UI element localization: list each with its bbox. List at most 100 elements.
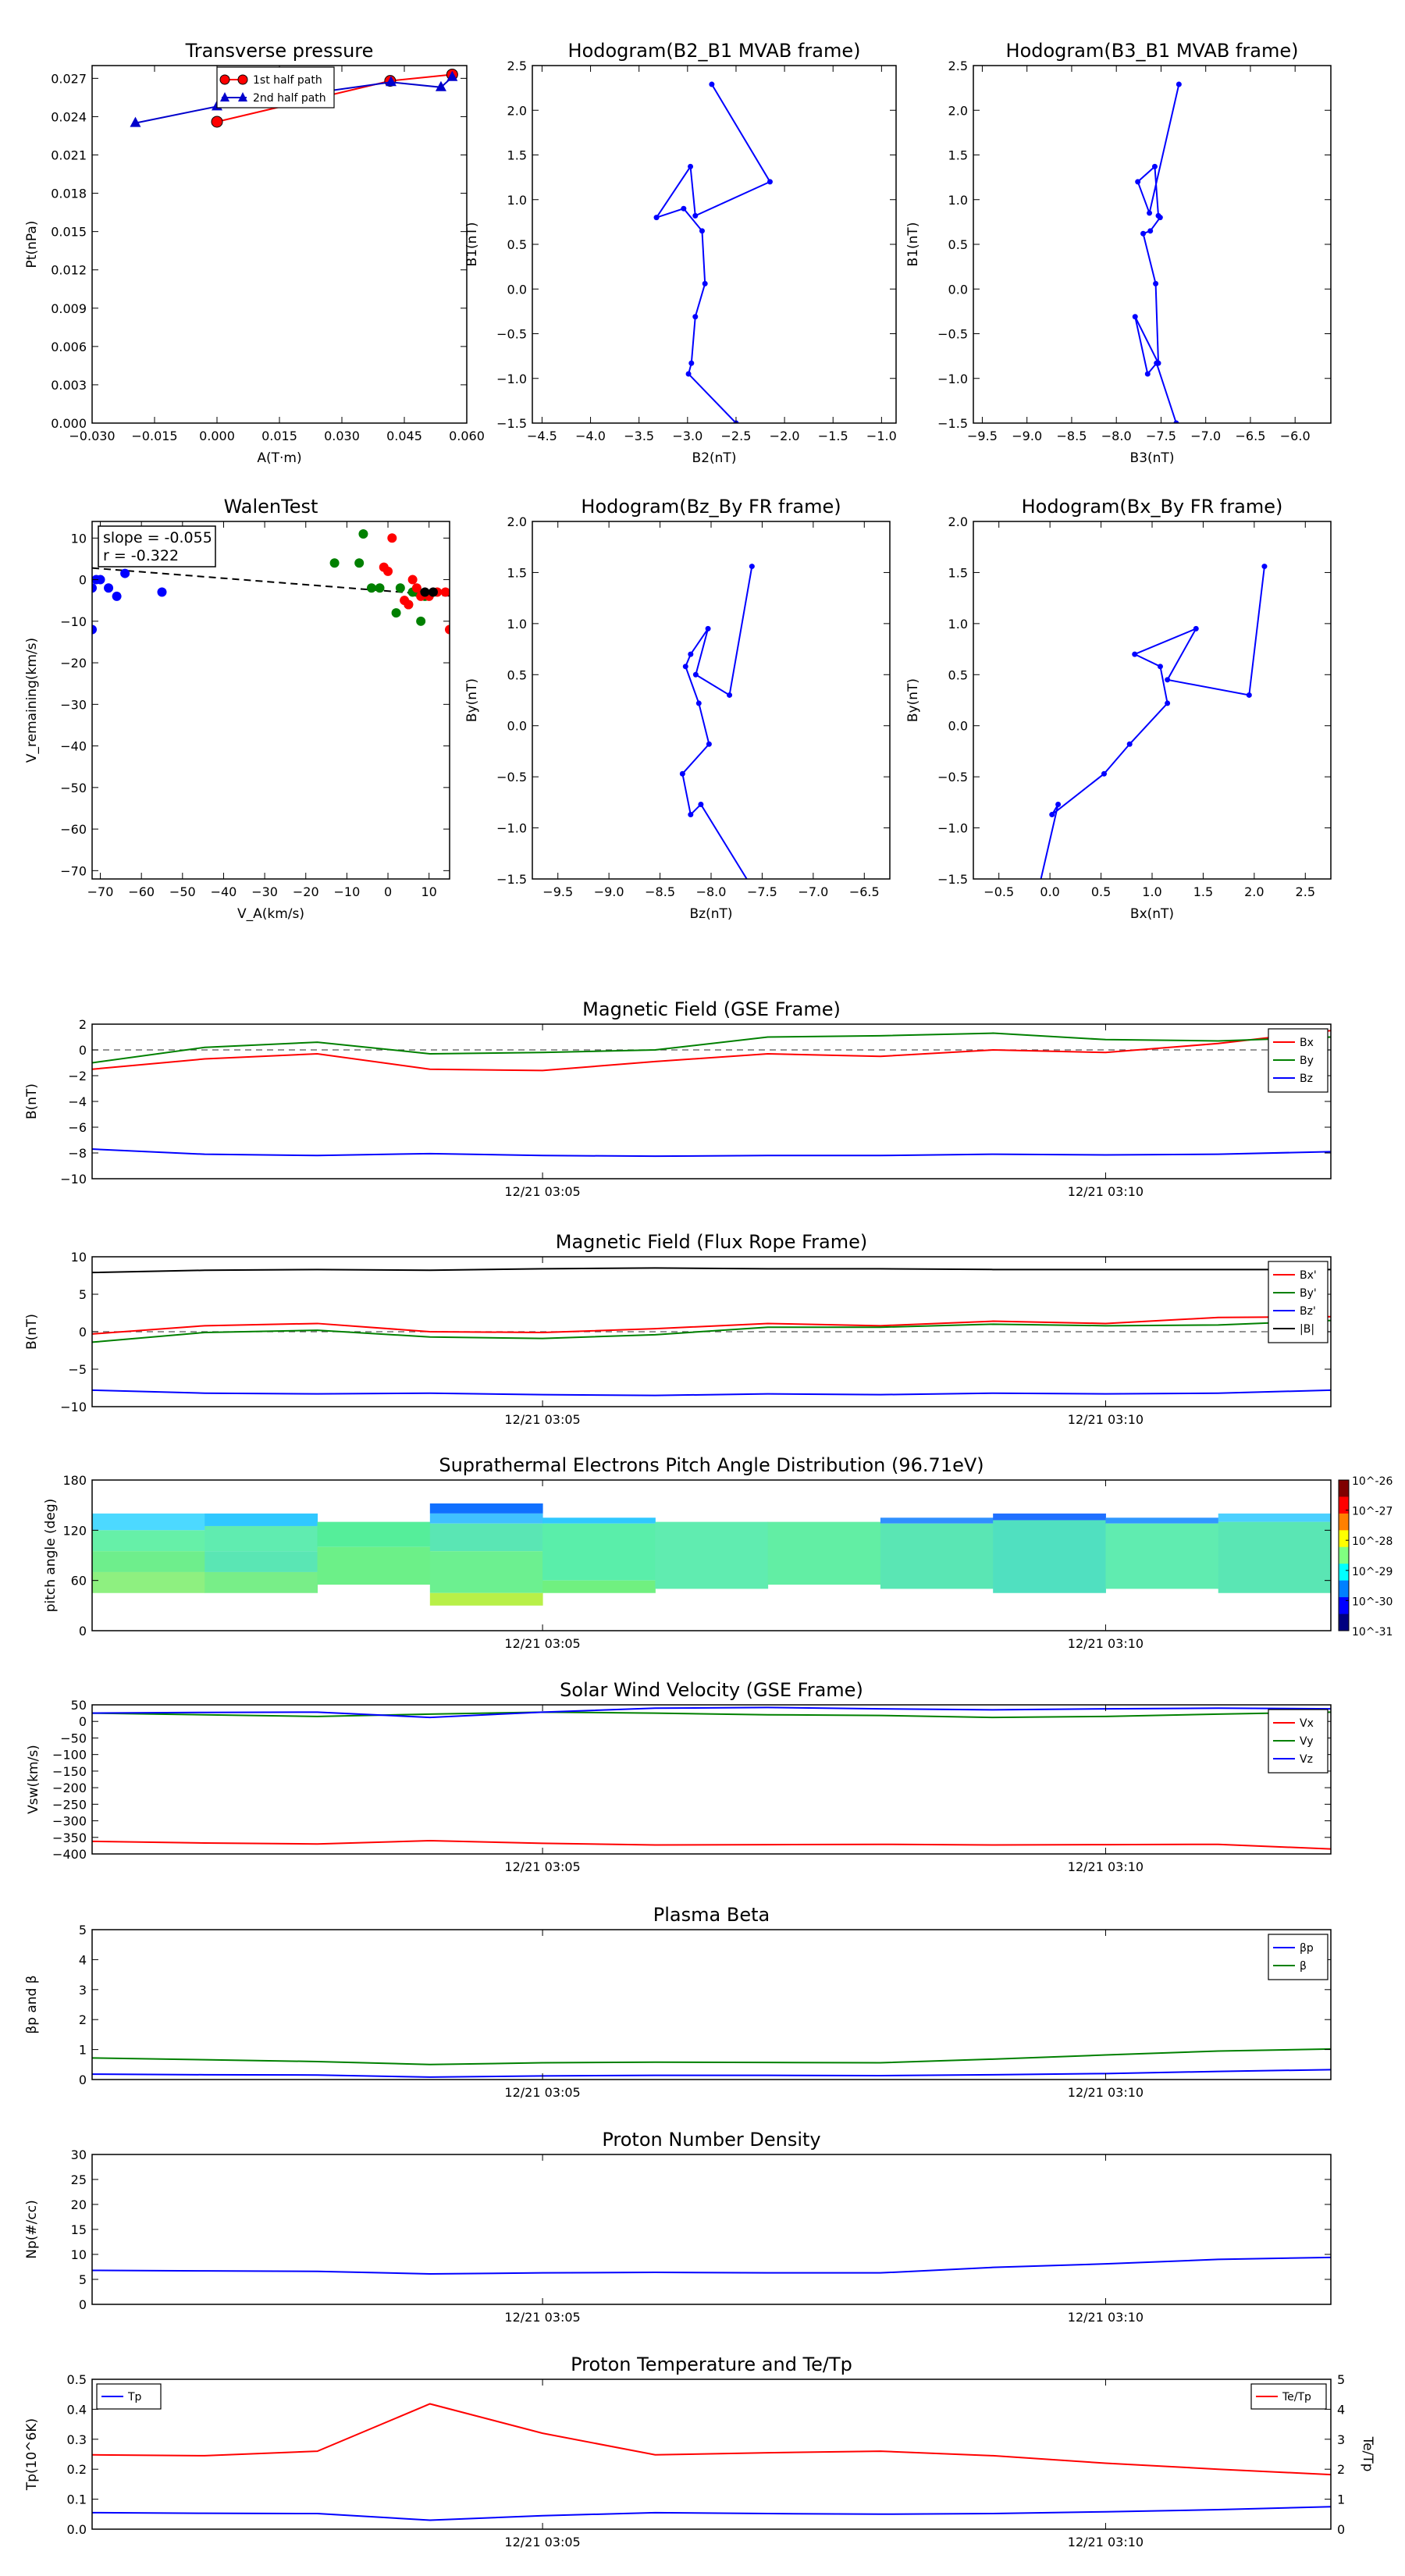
legend-label: Vy <box>1300 1735 1314 1748</box>
scatter-point <box>366 583 376 593</box>
x-axis-label: V_A(km/s) <box>237 906 304 922</box>
colorbar-segment <box>1339 1614 1349 1631</box>
scatter-point <box>92 583 97 593</box>
chart-title: Proton Number Density <box>602 2129 820 2151</box>
heatmap-cell <box>993 1513 1106 1521</box>
series-line <box>92 1267 1331 1274</box>
y-tick-label: 3 <box>79 1983 87 1998</box>
heatmap-cell <box>655 1521 769 1589</box>
y-tick-label: 2.5 <box>948 59 968 73</box>
x-tick-label: −3.0 <box>672 429 702 443</box>
scatter-point <box>391 608 401 618</box>
y-tick-label: 0.0 <box>507 719 527 734</box>
chart-temp: Proton Temperature and Te/Tp 12/21 03:05 1… <box>24 2354 1375 2549</box>
data-point <box>1173 420 1179 423</box>
heatmap-cell <box>429 1513 543 1524</box>
y-axis-label: Np(#/cc) <box>24 2200 40 2258</box>
legend-marker <box>220 92 229 101</box>
x-tick-label: 12/21 03:05 <box>504 1184 580 1199</box>
legend-box <box>1268 1934 1329 1980</box>
y-tick-label: −1.5 <box>937 872 968 887</box>
plot-frame <box>91 2154 1332 2305</box>
x-tick-label: −2.0 <box>770 429 800 443</box>
y-tick-label: −30 <box>60 697 87 712</box>
y-tick-label: −1.5 <box>496 416 527 431</box>
x-axis-label: B3(nT) <box>1130 450 1175 466</box>
chart-title: Solar Wind Velocity (GSE Frame) <box>560 1679 863 1701</box>
plot-frame <box>532 521 891 880</box>
y-tick-label: −2 <box>68 1069 87 1083</box>
data-point <box>688 651 694 657</box>
plot-area <box>92 1706 1331 1850</box>
legend-label: Vz <box>1300 1753 1313 1766</box>
y-tick-label: −10 <box>60 614 87 629</box>
colorbar-label: 10^-27 <box>1352 1506 1393 1518</box>
data-point <box>435 80 446 91</box>
x-tick-label: −7.0 <box>798 884 828 899</box>
colorbar-segment <box>1339 1530 1349 1548</box>
heatmap-cell <box>1105 1517 1219 1524</box>
y-tick-label: −400 <box>52 1847 87 1862</box>
data-point <box>1193 625 1199 632</box>
x-tick-label: −0.015 <box>131 429 177 443</box>
x-tick-label: 12/21 03:05 <box>504 2310 580 2325</box>
y-axis-label: B(nT) <box>24 1083 40 1119</box>
y-tick-label: −1.0 <box>937 372 968 386</box>
plot-frame <box>973 521 1332 880</box>
legend-label: |B| <box>1300 1323 1314 1336</box>
x-tick-label: 12/21 03:10 <box>1068 2535 1144 2549</box>
x-tick-label: 10 <box>421 884 436 899</box>
y2-tick-label: 3 <box>1337 2432 1345 2447</box>
y-tick-label: −6 <box>68 1120 87 1135</box>
y-axis-label: By(nT) <box>905 678 921 722</box>
y-axis-label: pitch angle (deg) <box>43 1499 59 1613</box>
scatter-point <box>420 587 430 597</box>
x-tick-label: 12/21 03:05 <box>504 2535 580 2549</box>
y-tick-label: 0.5 <box>948 237 968 252</box>
chart-title: Proton Temperature and Te/Tp <box>571 2354 852 2375</box>
series-line <box>92 1030 1331 1072</box>
y-tick-label: 50 <box>71 1698 87 1713</box>
data-point <box>1055 801 1062 807</box>
y-tick-label: 0.003 <box>51 378 87 393</box>
scatter-point <box>383 566 393 576</box>
series-line <box>92 1706 1331 1719</box>
x-tick-label: −1.5 <box>818 429 848 443</box>
y-axis-label: By(nT) <box>464 678 480 722</box>
y-tick-label: 10 <box>71 2247 87 2262</box>
legend-box <box>1268 1261 1329 1343</box>
data-point <box>1157 215 1163 221</box>
series-line <box>654 84 771 423</box>
data-point <box>385 76 397 87</box>
y-tick-label: 2.0 <box>507 514 527 529</box>
x-tick-label: 0 <box>384 884 392 899</box>
plot-frame <box>91 1479 1332 1631</box>
y-tick-label: 0.1 <box>67 2492 87 2507</box>
scatter-point <box>445 624 450 635</box>
x-axis-label: Bz(nT) <box>689 906 732 922</box>
data-point <box>688 812 694 818</box>
chart-title: WalenTest <box>224 496 318 518</box>
y-tick-label: 15 <box>71 2222 87 2237</box>
y-tick-label: −4 <box>68 1094 87 1109</box>
data-point <box>1140 230 1147 237</box>
y-tick-label: 1.5 <box>507 148 527 163</box>
heatmap-cell <box>429 1551 543 1593</box>
y-tick-label: −0.5 <box>937 770 968 785</box>
scatter-point <box>104 583 114 593</box>
y-tick-label: −0.5 <box>496 327 527 342</box>
heatmap-cell <box>542 1580 656 1593</box>
scatter-point <box>440 587 450 597</box>
x-tick-label: 12/21 03:10 <box>1068 1636 1144 1651</box>
y-tick-label: −200 <box>52 1781 87 1795</box>
y-tick-label: −10 <box>60 1172 87 1187</box>
plot-area <box>92 2048 1331 2078</box>
legend-label: Bx' <box>1300 1269 1317 1282</box>
scatter-point <box>404 600 414 610</box>
colorbar-segment <box>1339 1480 1349 1497</box>
y-tick-label: 0.009 <box>51 301 87 316</box>
y-tick-label: 0.000 <box>51 416 87 431</box>
scatter-point <box>407 575 418 585</box>
y-tick-label: −1.5 <box>496 872 527 887</box>
y-tick-label: 0.5 <box>948 667 968 682</box>
